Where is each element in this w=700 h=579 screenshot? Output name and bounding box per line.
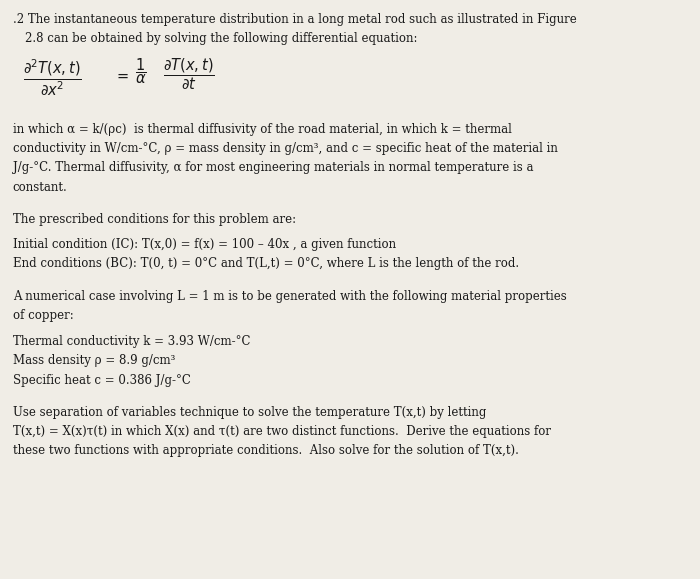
Text: Use separation of variables technique to solve the temperature T(x,t) by letting: Use separation of variables technique to… (13, 406, 486, 419)
Text: $=$: $=$ (114, 68, 130, 83)
Text: these two functions with appropriate conditions.  Also solve for the solution of: these two functions with appropriate con… (13, 444, 519, 457)
Text: Thermal conductivity k = 3.93 W/cm-°C: Thermal conductivity k = 3.93 W/cm-°C (13, 335, 250, 349)
Text: J/g-°C. Thermal diffusivity, α for most engineering materials in normal temperat: J/g-°C. Thermal diffusivity, α for most … (13, 162, 533, 174)
Text: .2 The instantaneous temperature distribution in a long metal rod such as illust: .2 The instantaneous temperature distrib… (13, 13, 576, 25)
Text: The prescribed conditions for this problem are:: The prescribed conditions for this probl… (13, 213, 295, 226)
Text: 2.8 can be obtained by solving the following differential equation:: 2.8 can be obtained by solving the follo… (25, 32, 418, 45)
Text: in which α = k/(ρc)  is thermal diffusivity of the road material, in which k = t: in which α = k/(ρc) is thermal diffusivi… (13, 123, 512, 136)
Text: conductivity in W/cm-°C, ρ = mass density in g/cm³, and c = specific heat of the: conductivity in W/cm-°C, ρ = mass densit… (13, 142, 557, 155)
Text: Initial condition (IC): T(x,0) = f(x) = 100 – 40x , a given function: Initial condition (IC): T(x,0) = f(x) = … (13, 238, 396, 251)
Text: constant.: constant. (13, 181, 67, 193)
Text: $\dfrac{\partial^2 T(x,t)}{\partial x^2}$: $\dfrac{\partial^2 T(x,t)}{\partial x^2}… (23, 57, 82, 98)
Text: A numerical case involving L = 1 m is to be generated with the following materia: A numerical case involving L = 1 m is to… (13, 290, 566, 302)
Text: Specific heat c = 0.386 J/g-°C: Specific heat c = 0.386 J/g-°C (13, 373, 190, 387)
Text: $\dfrac{\partial T(x,t)}{\partial t}$: $\dfrac{\partial T(x,t)}{\partial t}$ (163, 57, 215, 92)
Text: of copper:: of copper: (13, 309, 74, 321)
Text: T(x,t) = X(x)τ(t) in which X(x) and τ(t) are two distinct functions.  Derive the: T(x,t) = X(x)τ(t) in which X(x) and τ(t)… (13, 425, 551, 438)
Text: End conditions (BC): T(0, t) = 0°C and T(L,t) = 0°C, where L is the length of th: End conditions (BC): T(0, t) = 0°C and T… (13, 257, 519, 270)
Text: $\dfrac{1}{\alpha}$: $\dfrac{1}{\alpha}$ (135, 57, 147, 86)
Text: Mass density ρ = 8.9 g/cm³: Mass density ρ = 8.9 g/cm³ (13, 354, 175, 368)
